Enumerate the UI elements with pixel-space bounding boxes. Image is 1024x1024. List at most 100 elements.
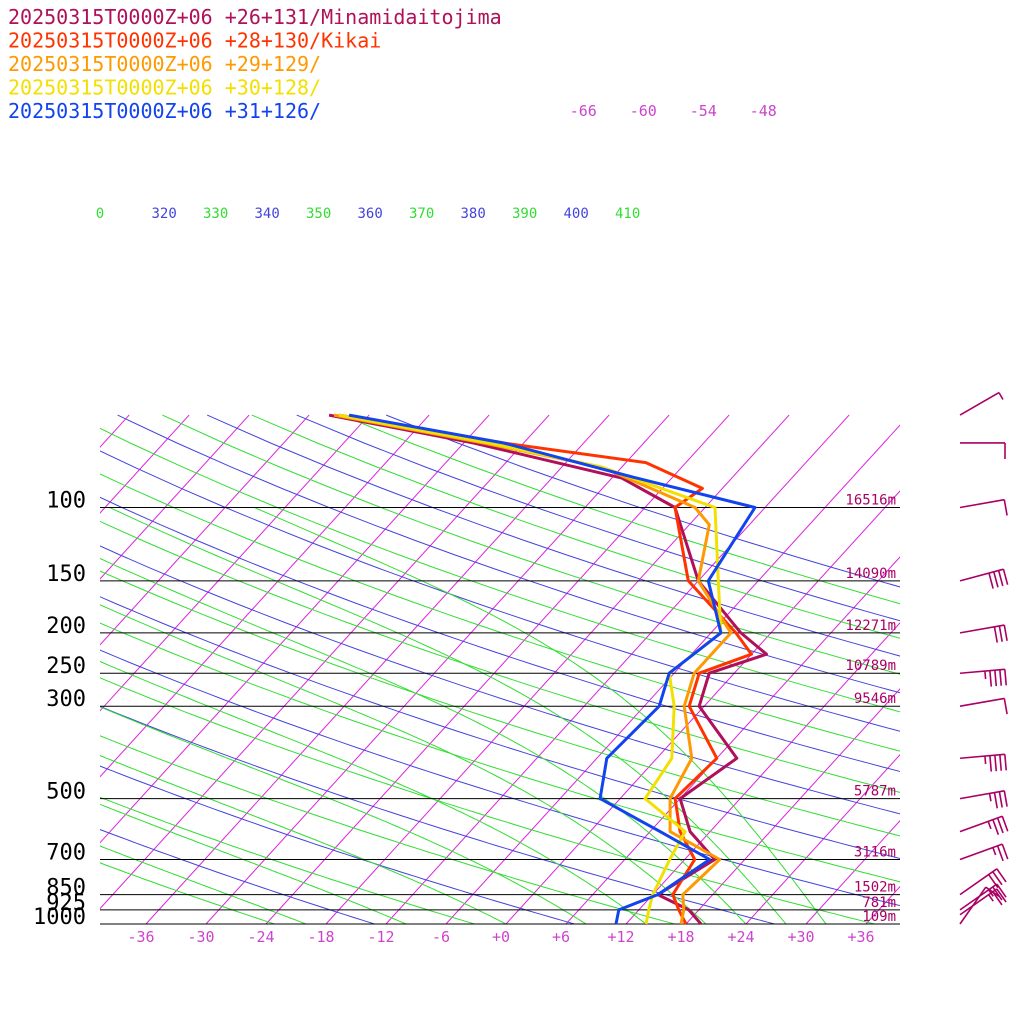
theta-label: 0 <box>96 206 104 222</box>
isotherm-line <box>100 414 370 712</box>
wind-barb <box>959 498 1008 516</box>
pressure-label: 700 <box>46 840 86 865</box>
theta-labels: 0 320 330 340 350 360 370 380 390 400 410 <box>96 206 641 222</box>
dry-adiabat-line <box>100 829 377 924</box>
pressure-label: 1000 <box>33 905 86 930</box>
isotherm-line <box>685 688 900 924</box>
temperature-tick-label: +30 <box>787 928 814 946</box>
theta-label: 320 <box>152 206 177 222</box>
wind-barb <box>959 888 1007 916</box>
temperature-tick-label: -36 <box>127 928 154 946</box>
height-label: 9546m <box>854 691 896 707</box>
moist-adiabat-line <box>100 570 900 837</box>
moist-adiabat-line <box>100 520 900 793</box>
dry-adiabat-line <box>386 414 900 588</box>
moist-adiabat-line <box>162 414 900 675</box>
temperature-tick-label: -6 <box>432 928 450 946</box>
moist-adiabat-line <box>100 557 747 924</box>
upper-isotherm-label: -54 <box>690 102 717 120</box>
height-label: 14090m <box>845 566 896 582</box>
pressure-label: 500 <box>46 780 86 805</box>
theta-label: 360 <box>358 206 383 222</box>
dry-adiabat-line <box>100 596 900 860</box>
dry-adiabat-line <box>100 545 900 815</box>
pressure-label: 250 <box>46 654 86 679</box>
height-label: 16516m <box>845 493 896 509</box>
temperature-tick-label: +24 <box>727 928 754 946</box>
pressure-label: 200 <box>46 614 86 639</box>
wind-barb <box>959 868 1007 896</box>
pressure-label: 300 <box>46 687 86 712</box>
isobar-lines <box>100 507 900 925</box>
temperature-tick-label: -12 <box>367 928 394 946</box>
isotherm-line <box>100 414 430 778</box>
sounding-series <box>328 413 768 925</box>
wind-barb <box>959 668 1008 687</box>
moist-adiabat-line <box>100 677 877 924</box>
wind-barb <box>959 624 1008 643</box>
temperature-tick-label: +12 <box>607 928 634 946</box>
moist-adiabat-line <box>100 604 707 924</box>
height-label: 12271m <box>845 618 896 634</box>
wind-barb <box>959 883 1007 911</box>
isotherm-line <box>100 414 490 844</box>
temperature-tick-labels: -36 -30 -24 -18 -12 -6 +0 +6 +12 +18 +24 +30 +36 <box>127 928 874 946</box>
isotherm-lines <box>0 414 900 924</box>
isotherm-line <box>745 754 900 924</box>
moist-adiabat-line <box>100 622 900 883</box>
theta-label: 340 <box>255 206 280 222</box>
wind-barbs <box>959 391 1009 925</box>
temperature-tick-label: +36 <box>847 928 874 946</box>
pressure-label: 925 <box>46 891 86 916</box>
isotherm-line <box>265 414 730 924</box>
moist-adiabat-line <box>100 473 900 752</box>
wind-barb <box>959 790 1008 809</box>
isotherm-line <box>505 490 900 924</box>
isotherm-line <box>565 556 900 924</box>
moist-adiabat-line <box>100 735 677 924</box>
pressure-label: 850 <box>46 876 86 901</box>
legend-entry: 20250315T0000Z+06 +29+129/ <box>8 52 321 76</box>
isotherm-line <box>625 622 900 924</box>
wind-barb <box>959 815 1009 835</box>
legend: 20250315T0000Z+06 +26+131/Minamidaitojim… <box>8 5 502 123</box>
sounding-line-3 <box>333 413 733 925</box>
temperature-tick-label: +18 <box>667 928 694 946</box>
theta-label: 380 <box>461 206 486 222</box>
wind-barb <box>960 442 1006 459</box>
upper-isotherm-label: -66 <box>570 102 597 120</box>
moist-adiabat-line <box>251 414 900 639</box>
legend-entry: 20250315T0000Z+06 +28+130/Kikai <box>8 29 381 53</box>
theta-label: 400 <box>564 206 589 222</box>
isotherm-line <box>0 415 9 924</box>
height-labels: 16516m 14090m 12271m 10789m 9546m 5787m 3116m 1… <box>845 493 896 926</box>
moist-adiabat-line <box>100 796 477 924</box>
theta-label: 350 <box>306 206 331 222</box>
isotherm-line <box>100 414 310 646</box>
temperature-tick-label: -18 <box>307 928 334 946</box>
temperature-tick-label: +6 <box>552 928 570 946</box>
isotherm-line <box>100 414 250 580</box>
theta-label: 390 <box>512 206 537 222</box>
wind-barb <box>959 568 1009 589</box>
isotherm-line <box>445 424 900 924</box>
dry-adiabat-line <box>206 414 900 657</box>
height-label: 781m <box>862 895 896 911</box>
legend-entry: 20250315T0000Z+06 +30+128/ <box>8 76 321 100</box>
dry-adiabat-line <box>100 765 577 924</box>
height-label: 3116m <box>854 844 896 860</box>
temperature-tick-label: -24 <box>247 928 274 946</box>
wind-barb <box>959 697 1008 715</box>
isotherm-line <box>325 414 790 924</box>
upper-isotherm-label: -48 <box>750 102 777 120</box>
wind-barb <box>959 391 1004 416</box>
isotherm-line <box>145 414 610 924</box>
sounding-line-4 <box>338 413 723 925</box>
wind-barb <box>959 843 1009 862</box>
dry-adiabat-line <box>100 496 900 773</box>
isotherm-line <box>100 414 190 514</box>
dry-adiabat-line <box>100 450 900 732</box>
height-label: 109m <box>862 909 896 925</box>
pressure-label: 100 <box>46 489 86 514</box>
